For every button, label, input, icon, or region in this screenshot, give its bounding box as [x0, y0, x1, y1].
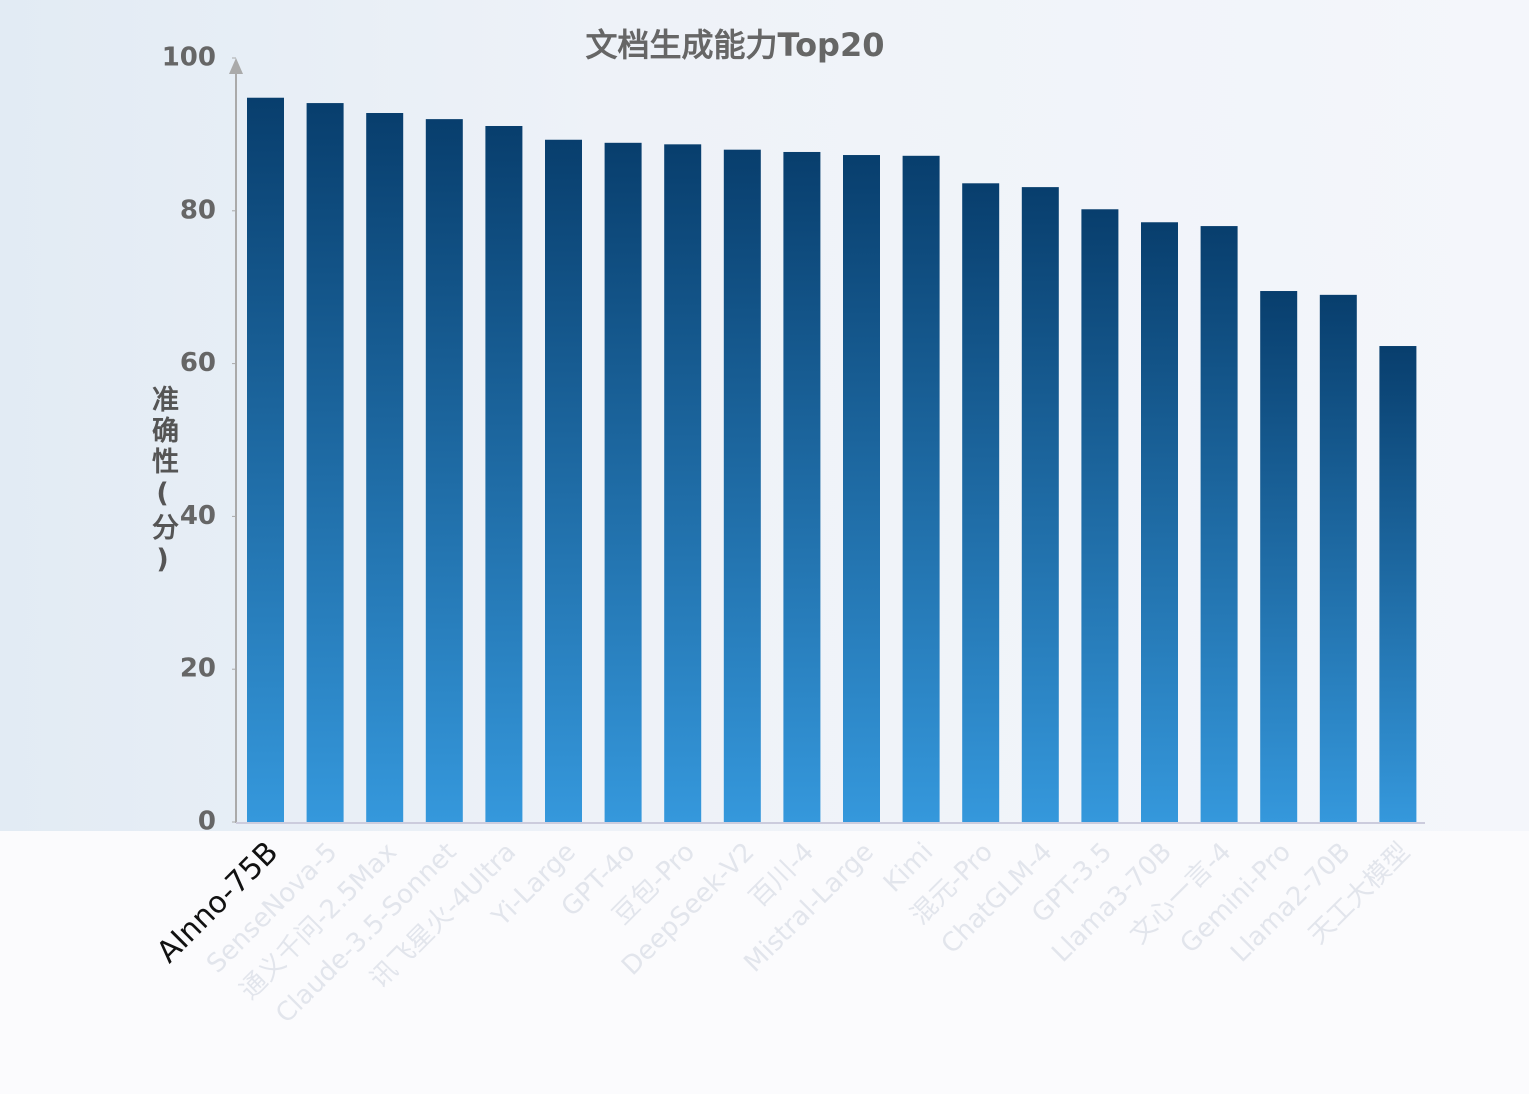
bar: [1379, 346, 1417, 822]
bar: [843, 155, 880, 822]
y-tick-label: 60: [180, 348, 216, 378]
bar: [1260, 291, 1298, 822]
chart-title: 文档生成能力Top20: [585, 26, 884, 64]
bar: [366, 113, 404, 823]
bar: [425, 119, 463, 823]
axis-arrow: [229, 58, 243, 74]
bar: [1081, 209, 1119, 823]
background-band: [0, 831, 1529, 1094]
bar: [247, 97, 284, 822]
y-axis-label: 准确性(分): [147, 385, 178, 579]
bar: [664, 144, 702, 822]
bar: [962, 183, 1000, 822]
y-tick-label: 20: [180, 654, 216, 684]
bar: [485, 125, 523, 823]
bar: [783, 151, 821, 823]
bar: [306, 103, 344, 823]
bar: [902, 155, 940, 823]
bar: [545, 139, 582, 823]
bar: [1021, 187, 1059, 823]
y-tick-label: 100: [162, 43, 216, 73]
bar: [723, 149, 761, 822]
bar: [604, 142, 642, 822]
bar: [1141, 222, 1178, 822]
bar: [1200, 226, 1238, 822]
y-tick-label: 80: [180, 195, 216, 225]
y-tick-label: 0: [198, 807, 216, 837]
bar: [1319, 294, 1357, 823]
y-tick-label: 40: [180, 501, 216, 531]
